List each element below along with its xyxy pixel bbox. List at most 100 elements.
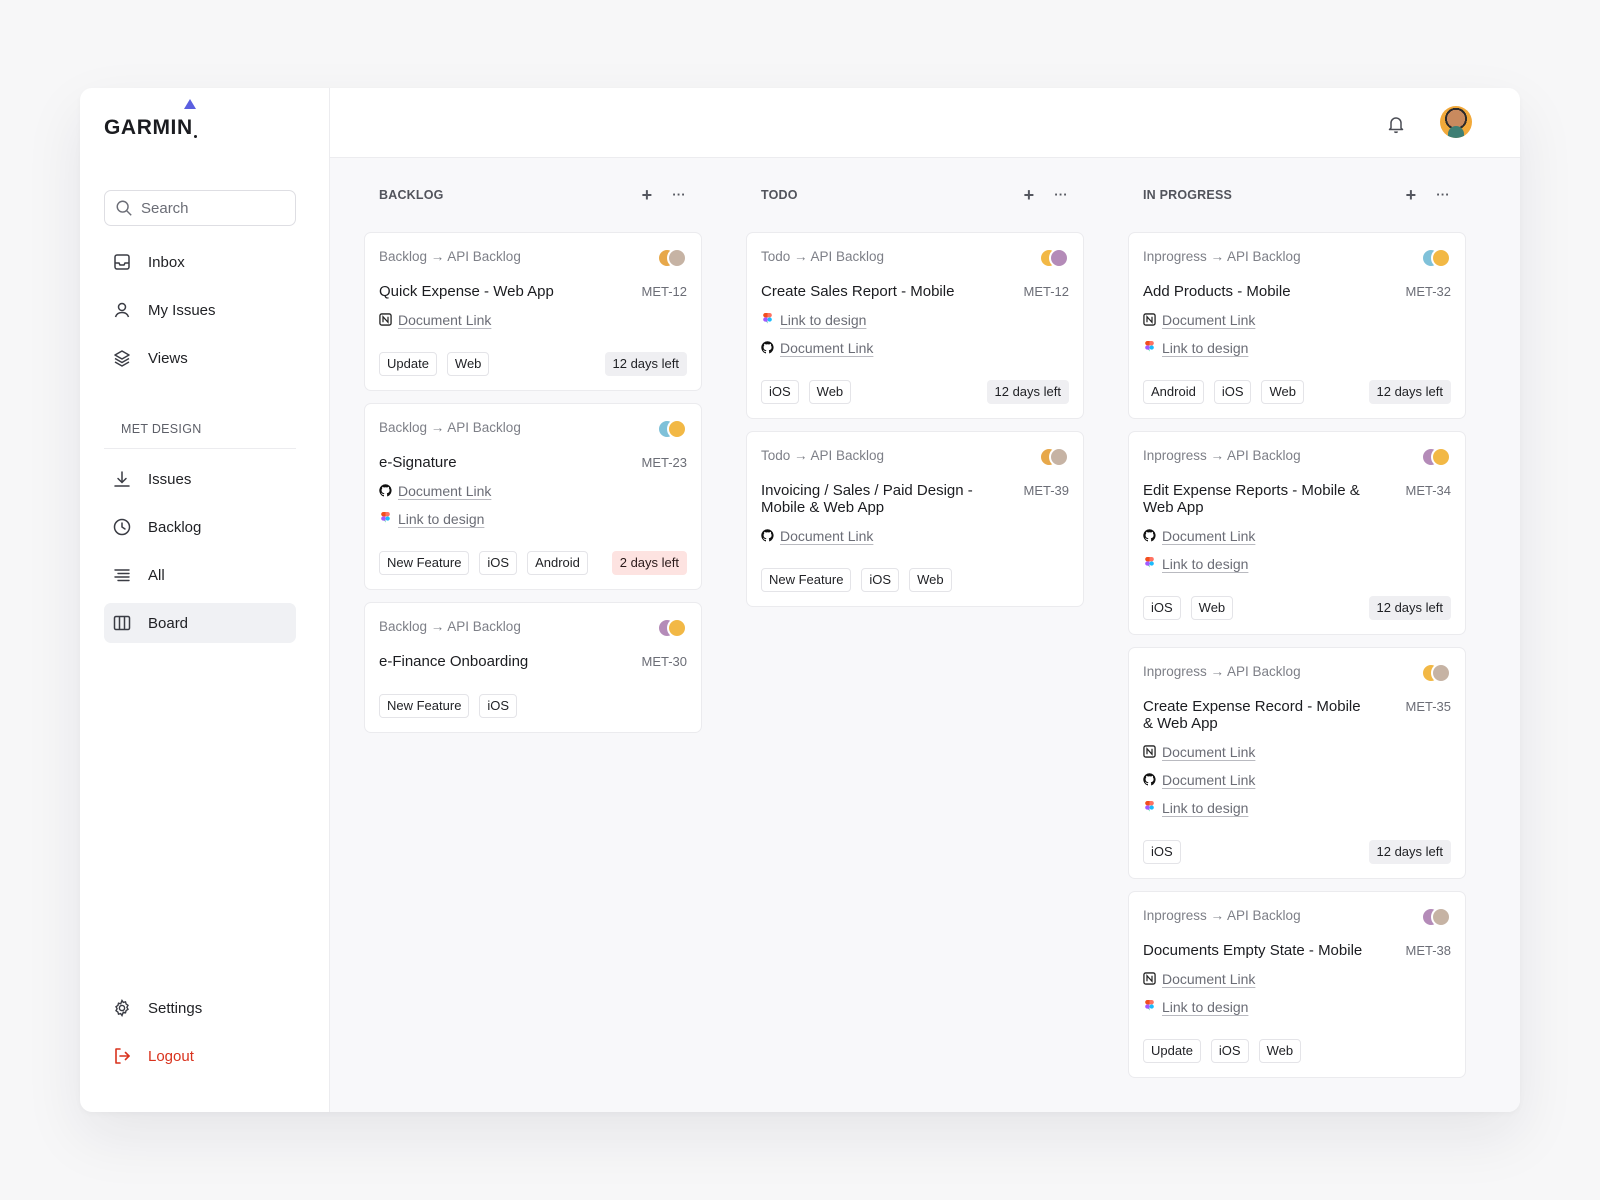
tag-row: iOS Web 12 days left	[761, 380, 1069, 404]
tag[interactable]: iOS	[1213, 380, 1252, 404]
tag[interactable]: Web	[1258, 1039, 1302, 1063]
tag[interactable]: New Feature	[379, 551, 470, 575]
columns-icon	[113, 615, 131, 631]
tag[interactable]: Web	[909, 568, 952, 592]
card-title[interactable]: e-Finance Onboarding	[379, 653, 529, 670]
issue-card[interactable]: Todo → API Backlog Invoicing / Sales / Pa…	[746, 431, 1084, 607]
assignee-avatars[interactable]	[1039, 248, 1069, 268]
link-text[interactable]: Document Link	[398, 482, 492, 499]
tag[interactable]: Android	[1143, 380, 1204, 404]
tag[interactable]: iOS	[861, 568, 900, 592]
sidebar-item-views[interactable]: Views	[104, 338, 296, 378]
card-title[interactable]: Invoicing / Sales / Paid Design - Mobile…	[761, 482, 973, 516]
avatar	[1431, 663, 1451, 683]
card-title[interactable]: e-Signature	[379, 454, 457, 471]
card-title-row: Create Sales Report - Mobile MET-12	[761, 283, 1069, 300]
link-text[interactable]: Document Link	[398, 311, 492, 328]
card-title[interactable]: Documents Empty State - Mobile	[1143, 942, 1363, 959]
search-icon	[116, 200, 132, 216]
figma-icon	[1143, 341, 1156, 354]
link-text[interactable]: Link to design	[1162, 998, 1249, 1015]
tag[interactable]: iOS	[761, 380, 799, 404]
issue-card[interactable]: Backlog → API Backlog e-Signature MET-23 Do…	[364, 403, 702, 590]
avatar	[667, 618, 687, 638]
card-breadcrumb: Backlog → API Backlog	[379, 420, 521, 435]
card-title[interactable]: Quick Expense - Web App	[379, 283, 554, 300]
link-text[interactable]: Link to design	[1162, 799, 1249, 816]
sidebar-item-label: Issues	[148, 470, 192, 488]
tag[interactable]: Web	[1261, 380, 1304, 404]
link-text[interactable]: Link to design	[398, 510, 485, 527]
user-avatar[interactable]	[1440, 106, 1472, 138]
link-text[interactable]: Document Link	[1162, 311, 1256, 328]
card-title-row: e-Signature MET-23	[379, 454, 687, 471]
tag[interactable]: iOS	[1143, 840, 1181, 864]
sidebar-item-backlog[interactable]: Backlog	[104, 507, 296, 547]
link-text[interactable]: Document Link	[780, 527, 874, 544]
assignee-avatars[interactable]	[657, 618, 687, 638]
assignee-avatars[interactable]	[1421, 248, 1451, 268]
card-title[interactable]: Create Expense Record - Mobile & Web App	[1143, 698, 1361, 732]
link-text[interactable]: Document Link	[780, 339, 874, 356]
tag[interactable]: Update	[1143, 1039, 1201, 1063]
sidebar-item-all[interactable]: All	[104, 555, 296, 595]
assignee-avatars[interactable]	[657, 248, 687, 268]
issue-card[interactable]: Inprogress → API Backlog Edit Expense Rep…	[1128, 431, 1466, 635]
card-title[interactable]: Edit Expense Reports - Mobile & Web App	[1143, 482, 1360, 516]
issue-card[interactable]: Inprogress → API Backlog Add Products - M…	[1128, 232, 1466, 419]
issue-card[interactable]: Backlog → API Backlog Quick Expense - Web…	[364, 232, 702, 391]
tag[interactable]: iOS	[1143, 596, 1181, 620]
sidebar-item-inbox[interactable]: Inbox	[104, 242, 296, 282]
assignee-avatars[interactable]	[1421, 907, 1451, 927]
tag[interactable]: Update	[379, 352, 437, 376]
notifications-button[interactable]	[1384, 112, 1408, 136]
search-input[interactable]	[141, 199, 271, 217]
sidebar-item-logout[interactable]: Logout	[104, 1036, 296, 1076]
more-options-button[interactable]: ···	[672, 187, 686, 202]
issue-card[interactable]: Inprogress → API Backlog Create Expense R…	[1128, 647, 1466, 879]
card-title[interactable]: Create Sales Report - Mobile	[761, 283, 955, 300]
card-breadcrumb: Todo → API Backlog	[761, 448, 885, 463]
link-text[interactable]: Link to design	[1162, 339, 1249, 356]
more-options-button[interactable]: ···	[1054, 187, 1068, 202]
assignee-avatars[interactable]	[1421, 447, 1451, 467]
link-text[interactable]: Link to design	[780, 311, 867, 328]
tag[interactable]: iOS	[1210, 1039, 1249, 1063]
link-text[interactable]: Link to design	[1162, 555, 1249, 572]
issue-card[interactable]: Inprogress → API Backlog Documents Empty …	[1128, 891, 1466, 1078]
link-text[interactable]: Document Link	[1162, 771, 1256, 788]
search-box[interactable]	[104, 190, 296, 226]
link-text[interactable]: Document Link	[1162, 527, 1256, 544]
card-link: Document Link	[379, 482, 687, 499]
due-badge: 12 days left	[604, 352, 687, 376]
garmin-logo[interactable]: GARMIN	[104, 99, 197, 138]
assignee-avatars[interactable]	[1421, 663, 1451, 683]
tag[interactable]: iOS	[479, 551, 518, 575]
tag-row: iOS Web 12 days left	[1143, 596, 1451, 620]
card-title[interactable]: Add Products - Mobile	[1143, 283, 1291, 300]
tag[interactable]: New Feature	[761, 568, 852, 592]
add-card-button[interactable]: +	[1023, 185, 1035, 205]
column-actions: + ···	[1402, 186, 1452, 204]
add-card-button[interactable]: +	[1405, 185, 1417, 205]
tag[interactable]: Web	[1190, 596, 1234, 620]
sidebar-item-my-issues[interactable]: My Issues	[104, 290, 296, 330]
link-text[interactable]: Document Link	[1162, 743, 1256, 760]
more-options-button[interactable]: ···	[1436, 187, 1450, 202]
tag[interactable]: Android	[527, 551, 588, 575]
add-card-button[interactable]: +	[641, 185, 653, 205]
avatar	[667, 419, 687, 439]
tag[interactable]: Web	[808, 380, 852, 404]
tag[interactable]: iOS	[479, 694, 518, 718]
sidebar-item-issues[interactable]: Issues	[104, 459, 296, 499]
link-text[interactable]: Document Link	[1162, 970, 1256, 987]
assignee-avatars[interactable]	[657, 419, 687, 439]
tag[interactable]: Web	[446, 352, 490, 376]
issue-card[interactable]: Backlog → API Backlog e-Finance Onboardin…	[364, 602, 702, 733]
assignee-avatars[interactable]	[1039, 447, 1069, 467]
sidebar-item-label: Inbox	[148, 253, 185, 271]
sidebar-item-board[interactable]: Board	[104, 603, 296, 643]
issue-card[interactable]: Todo → API Backlog Create Sales Report - …	[746, 232, 1084, 419]
tag[interactable]: New Feature	[379, 694, 470, 718]
sidebar-item-settings[interactable]: Settings	[104, 988, 296, 1028]
